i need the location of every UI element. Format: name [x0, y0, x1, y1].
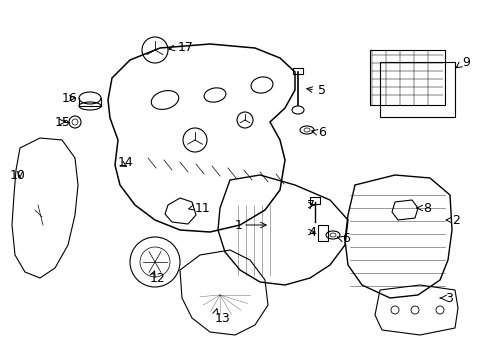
Text: 6: 6 [317, 126, 325, 139]
Bar [309, 197, 319, 204]
Text: 13: 13 [215, 311, 230, 324]
Bar [379, 62, 454, 117]
Text: 1: 1 [235, 219, 243, 231]
Text: 7: 7 [306, 198, 314, 212]
Text: 5: 5 [317, 84, 325, 96]
Bar [369, 50, 444, 105]
Text: 8: 8 [422, 202, 430, 215]
Text: 2: 2 [451, 213, 459, 226]
Text: 12: 12 [150, 271, 165, 284]
Text: 6: 6 [341, 231, 349, 244]
Text: 4: 4 [307, 225, 315, 239]
Text: 17: 17 [178, 41, 193, 54]
Text: 10: 10 [10, 168, 26, 181]
Text: 3: 3 [444, 292, 452, 305]
Text: 14: 14 [118, 156, 134, 168]
Text: 11: 11 [195, 202, 210, 215]
Bar [317, 225, 327, 241]
Text: 9: 9 [461, 55, 469, 68]
Text: 15: 15 [55, 116, 71, 129]
Bar [292, 68, 303, 74]
Text: 16: 16 [62, 91, 78, 104]
